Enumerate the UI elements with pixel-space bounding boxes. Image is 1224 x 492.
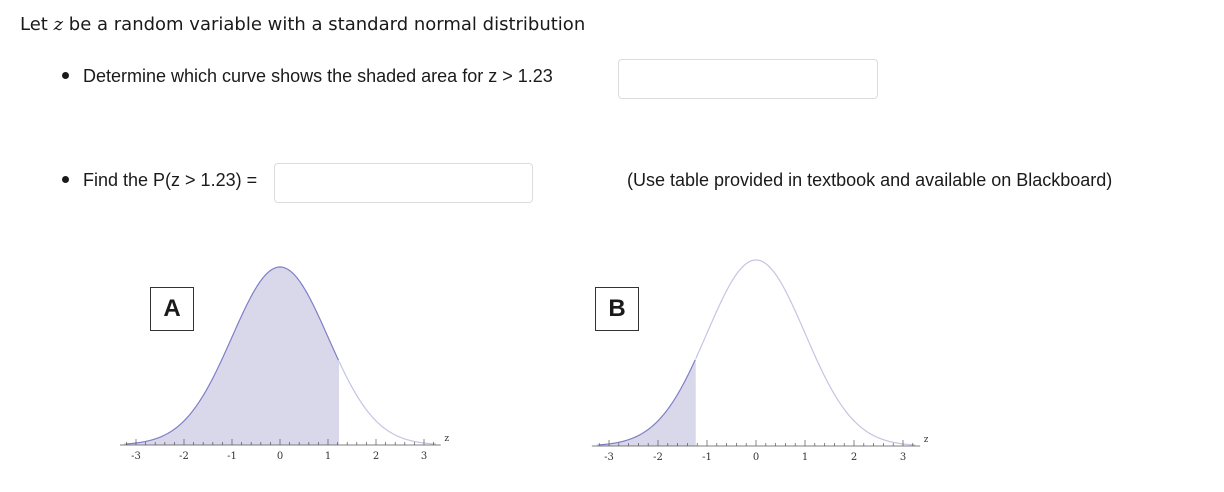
x-tick-label: -3 <box>604 452 614 463</box>
x-tick-label: -1 <box>227 451 237 462</box>
curve-answer-input[interactable] <box>618 59 878 99</box>
shaded-area <box>126 267 340 445</box>
x-tick-label: 1 <box>802 452 808 463</box>
x-tick-label: -2 <box>179 451 189 462</box>
x-tick-label: -3 <box>131 451 141 462</box>
x-tick-label: 0 <box>277 451 283 462</box>
x-tick-label: 2 <box>373 451 379 462</box>
curve-a-graph: -3 -2 -1 0 1 2 3 z <box>120 266 449 462</box>
x-tick-label: -1 <box>702 452 712 463</box>
question-2-text: Find the P(z > 1.23) = <box>83 170 258 190</box>
x-tick-label: 2 <box>851 452 857 463</box>
shaded-area <box>599 358 696 446</box>
x-tick-label: -2 <box>653 452 663 463</box>
curve-b-label: B <box>595 287 639 331</box>
curve-b-graph: -3 -2 -1 0 1 2 3 z <box>591 259 928 463</box>
intro-variable: z <box>53 14 64 35</box>
problem-statement: Let z be a random variable with a standa… <box>20 14 585 35</box>
intro-prefix: Let <box>20 14 54 35</box>
question-1-text: Determine which curve shows the shaded a… <box>83 66 553 86</box>
bullet-dot-icon <box>62 175 69 183</box>
x-tick-label: 0 <box>753 452 759 463</box>
density-curve <box>338 361 437 445</box>
intro-suffix: be a random variable with a standard nor… <box>63 14 586 35</box>
density-curve <box>695 259 916 446</box>
x-tick-label: 3 <box>421 451 427 462</box>
x-axis-name: z <box>444 434 449 444</box>
table-hint: (Use table provided in textbook and avai… <box>627 170 1113 190</box>
curve-a-label: A <box>150 287 194 331</box>
probability-answer-input[interactable] <box>274 163 533 203</box>
x-tick-label: 1 <box>325 451 331 462</box>
bullet-dot-icon <box>62 71 69 79</box>
x-axis-name: z <box>924 435 928 445</box>
x-tick-label: 3 <box>900 452 906 463</box>
question-1: Determine which curve shows the shaded a… <box>62 66 553 87</box>
question-2: Find the P(z > 1.23) = <box>62 170 257 191</box>
density-curve <box>126 266 340 445</box>
density-curve <box>599 359 696 446</box>
